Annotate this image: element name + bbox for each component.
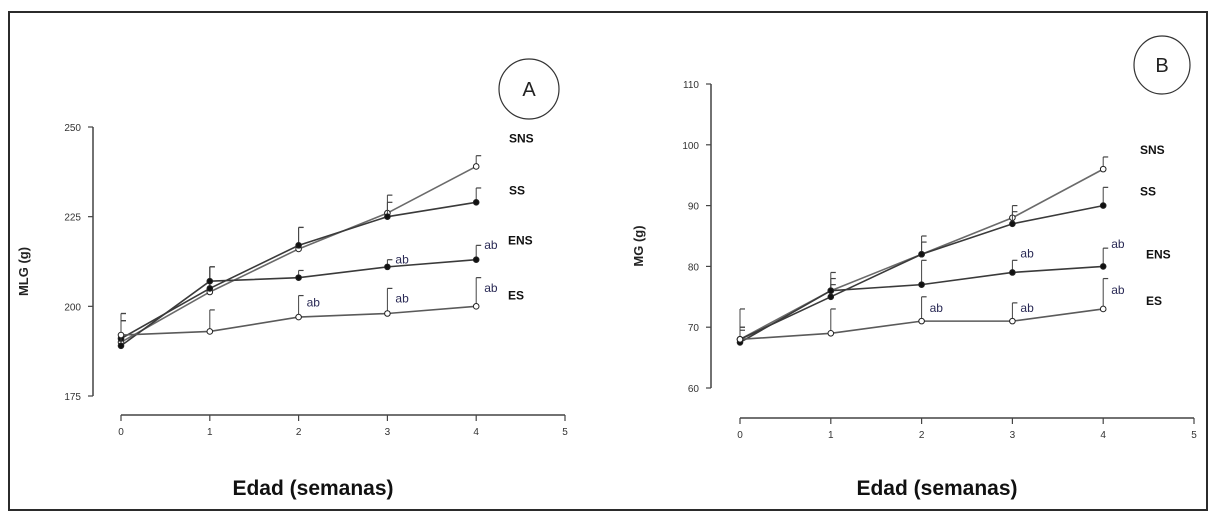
x-tick-label: 4 [473,427,479,438]
series-SNS: SNS [736,143,1165,343]
data-point [206,328,214,335]
y-tick-label: 100 [682,141,699,152]
data-point [295,274,302,281]
panel-label: A [522,79,536,101]
significance-annotation: ab [1020,301,1034,315]
data-point [472,163,480,170]
x-tick-label: 3 [1010,430,1016,441]
data-point [918,281,925,288]
series-SS: SS [736,185,1156,343]
y-tick-label: 60 [688,384,700,395]
series-label: SS [509,183,525,197]
significance-annotation: ab [1111,237,1125,251]
chart-panel-B: 0 1 2 3 4 5 60 70 80 90 100 110 Edad (semanas) MG (g)… [631,35,1197,500]
panel-label: B [1155,55,1168,77]
data-point [1009,317,1016,325]
x-tick-label: 5 [1191,430,1197,441]
data-point [918,317,925,325]
x-tick-label: 0 [118,427,124,438]
series-ENS: ENS [117,234,533,350]
data-point [1009,269,1016,276]
data-point [1009,220,1016,228]
significance-annotation: ab [1111,283,1125,297]
data-point [1099,165,1107,173]
x-axis-label: Edad (semanas) [232,477,393,500]
significance-annotation: ab [484,238,498,252]
y-tick-label: 110 [683,80,699,91]
x-tick-label: 0 [737,430,743,441]
data-point [117,342,125,350]
data-point [117,331,125,339]
y-axis-label: MG (g) [631,225,646,266]
y-tick-label: 80 [688,262,700,273]
data-point [384,310,391,317]
series-ES: ES [736,277,1162,343]
data-point [472,303,480,310]
x-tick-label: 2 [296,427,302,438]
x-tick-label: 1 [207,427,213,438]
significance-annotation: ab [1020,246,1034,260]
data-point [295,242,302,249]
x-axis-label: Edad (semanas) [856,477,1017,500]
data-point [1099,263,1107,270]
data-point [206,277,214,285]
significance-annotation: ab [395,252,409,266]
series-label: ES [508,288,524,302]
series-SNS: SNS [117,131,534,346]
series-ENS: ENS [736,247,1171,346]
data-point [736,336,744,343]
panel-label-circle [1133,35,1191,95]
x-tick-label: 3 [385,427,391,438]
data-point [472,256,480,264]
chart-panel-A: 0 1 2 3 4 5 175 200 225 250 Edad (semanas) MLG (g) A… [16,58,568,500]
figure-frame [8,11,1208,511]
data-point [1099,202,1107,209]
data-point [384,213,391,220]
series-label: SS [1140,185,1156,199]
series-label: ES [1146,294,1162,308]
significance-annotation: ab [307,295,321,309]
x-tick-label: 1 [828,430,834,441]
significance-annotation: ab [484,281,498,295]
x-tick-label: 2 [919,430,925,441]
data-point [827,329,835,337]
x-tick-label: 4 [1100,430,1106,441]
significance-annotation: ab [395,292,409,306]
y-tick-label: 200 [64,302,81,313]
significance-annotation: ab [930,301,944,315]
data-point [472,199,480,206]
data-point [206,285,214,292]
series-label: ENS [508,234,533,248]
series-ES: ES [117,277,524,339]
data-point [384,263,391,271]
data-point [295,313,302,321]
x-tick-label: 5 [562,427,568,438]
data-point [1099,305,1107,313]
series-label: SNS [1140,143,1165,157]
y-tick-label: 70 [688,323,700,334]
series-label: ENS [1146,247,1171,261]
panel-label-circle [498,58,560,120]
data-point [918,250,925,258]
data-point [827,293,835,301]
y-tick-label: 175 [64,392,81,403]
series-label: SNS [509,131,534,145]
y-tick-label: 250 [64,123,81,134]
y-axis-label: MLG (g) [16,247,31,296]
y-tick-label: 90 [688,202,700,213]
y-tick-label: 225 [64,213,81,224]
data-point [827,287,835,295]
series-SS: SS [117,183,525,342]
